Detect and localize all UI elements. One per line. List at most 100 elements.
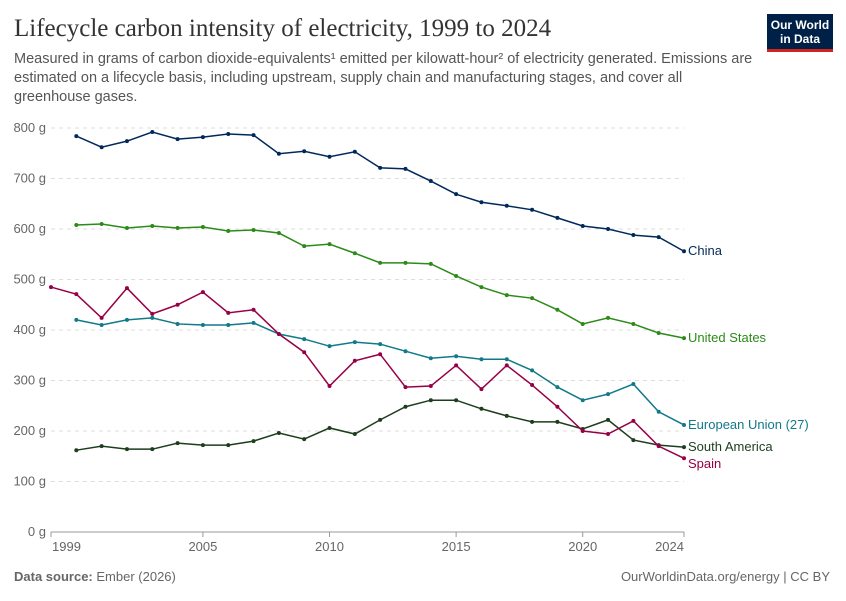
point [580, 321, 585, 326]
point [352, 149, 357, 154]
source-text: Ember (2026) [96, 569, 175, 584]
point [454, 354, 459, 359]
y-tick-label: 100 g [13, 474, 46, 489]
point [479, 406, 484, 411]
point [454, 398, 459, 403]
point [378, 165, 383, 170]
point [99, 322, 104, 327]
legend-label: European Union (27) [688, 417, 809, 432]
source-label: Data source: [14, 569, 93, 584]
point [150, 130, 155, 135]
point [555, 404, 560, 409]
point [302, 149, 307, 154]
point [682, 249, 686, 254]
point [479, 285, 484, 290]
point [150, 315, 155, 320]
point [74, 448, 79, 453]
point [378, 417, 383, 422]
legend-label: South America [688, 439, 773, 454]
point [175, 302, 180, 307]
point [530, 296, 535, 301]
y-tick-label: 0 g [28, 524, 46, 539]
y-tick-label: 500 g [13, 272, 46, 287]
point [124, 139, 129, 144]
point [302, 350, 307, 355]
point [99, 145, 104, 150]
point [352, 358, 357, 363]
point [99, 315, 104, 320]
point [124, 225, 129, 230]
point [251, 439, 256, 444]
y-tick-label: 800 g [13, 120, 46, 135]
point [530, 419, 535, 424]
point [49, 285, 53, 290]
point [175, 137, 180, 142]
point [378, 342, 383, 347]
legend-label: United States [688, 330, 767, 345]
point [403, 260, 408, 265]
point [124, 286, 129, 291]
legend-label: Spain [688, 456, 721, 471]
point [74, 292, 79, 297]
point [403, 166, 408, 171]
point [352, 251, 357, 256]
x-tick-label: 2010 [315, 539, 344, 554]
point [200, 290, 205, 295]
source-url: OurWorldinData.org/energy | CC BY [621, 569, 830, 584]
point [631, 382, 636, 387]
point [200, 443, 205, 448]
point [454, 363, 459, 368]
logo-box [767, 14, 833, 52]
point [606, 392, 611, 397]
point [428, 356, 433, 361]
point [276, 231, 281, 236]
point [251, 133, 256, 138]
point [504, 293, 509, 298]
y-tick-label: 400 g [13, 322, 46, 337]
point [200, 322, 205, 327]
point [580, 429, 585, 433]
point [530, 368, 535, 373]
point [226, 443, 231, 448]
series-line [76, 317, 685, 426]
point [226, 132, 231, 137]
point [580, 398, 585, 403]
point [175, 321, 180, 326]
logo-stripe [767, 49, 833, 52]
point [504, 413, 509, 418]
point [150, 223, 155, 228]
point [682, 456, 686, 461]
point [682, 445, 686, 450]
x-tick-label: 1999 [52, 539, 81, 554]
point [631, 438, 636, 443]
point [631, 418, 636, 423]
y-tick-label: 200 g [13, 423, 46, 438]
point [302, 437, 307, 442]
point [352, 340, 357, 345]
point [428, 261, 433, 266]
point [454, 192, 459, 197]
point [403, 349, 408, 354]
point [175, 441, 180, 446]
series-line [50, 286, 685, 459]
point [276, 431, 281, 436]
point [682, 336, 686, 341]
y-tick-label: 300 g [13, 373, 46, 388]
point [251, 228, 256, 233]
point [656, 444, 661, 449]
point [656, 331, 661, 336]
point [276, 151, 281, 156]
point [327, 425, 332, 430]
point [530, 207, 535, 212]
x-tick-label: 2020 [568, 539, 597, 554]
point [555, 419, 560, 424]
source: Data source: Ember (2026) [14, 569, 176, 584]
point [99, 444, 104, 449]
point [150, 447, 155, 452]
point [378, 260, 383, 265]
x-tick-label: 2015 [442, 539, 471, 554]
point [200, 135, 205, 140]
point [124, 317, 129, 322]
point [200, 224, 205, 229]
